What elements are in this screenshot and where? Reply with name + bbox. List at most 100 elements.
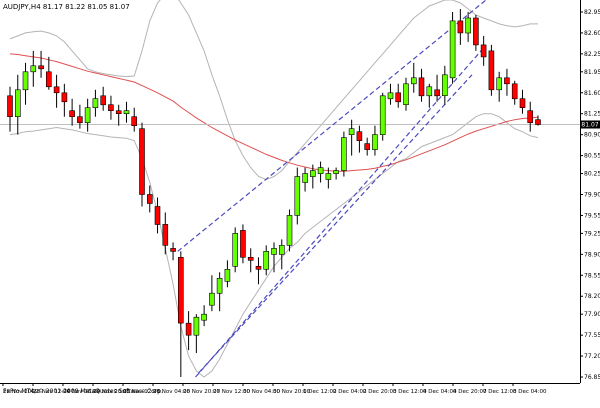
candle-body: [395, 92, 402, 103]
current-price-label: 81.07: [581, 122, 598, 129]
candle: [263, 245, 270, 276]
candle: [341, 131, 347, 177]
candle-body: [441, 74, 448, 97]
candle-body: [535, 119, 541, 125]
candle-body: [22, 71, 29, 91]
candle: [325, 167, 332, 189]
candle: [271, 242, 277, 273]
candle: [364, 137, 371, 156]
candle-body: [309, 170, 316, 177]
candle: [84, 98, 91, 132]
y-tick-label: 80.90: [584, 132, 600, 139]
candle-body: [224, 268, 231, 282]
candle-body: [247, 256, 254, 261]
candle: [15, 74, 21, 135]
candle: [333, 167, 339, 180]
x-tick-label: 24 Nov 20:00: [93, 389, 131, 395]
candle: [115, 104, 122, 126]
candle-body: [286, 215, 293, 246]
x-tick-label: 26 Nov 04:00: [153, 389, 191, 395]
candle-body: [162, 224, 169, 246]
candle: [108, 95, 114, 120]
bollinger-bands: [9, 0, 539, 378]
candle: [278, 239, 285, 270]
candle: [465, 11, 471, 42]
channel-line-1: [177, 0, 487, 252]
candle: [504, 68, 510, 96]
candle: [309, 164, 316, 189]
candle-body: [294, 176, 301, 216]
candle-body: [61, 92, 68, 103]
x-tick-label: 26 Nov 20:00: [183, 389, 221, 395]
candle: [193, 314, 200, 354]
candle: [7, 86, 13, 132]
candle-body: [325, 173, 332, 180]
x-tick-label: 24 Nov 08:00: [63, 389, 101, 395]
candle: [22, 62, 29, 105]
y-tick-label: 82.60: [584, 30, 600, 37]
candle: [372, 125, 378, 156]
y-tick-label: 80.25: [584, 171, 600, 178]
y-tick-label: 77.90: [584, 311, 600, 318]
candle: [77, 104, 83, 129]
candle: [519, 89, 526, 114]
candle: [170, 242, 176, 261]
candle: [185, 311, 192, 351]
candle: [53, 74, 60, 108]
y-tick-label: 78.90: [584, 251, 600, 258]
candle: [147, 185, 153, 213]
x-tick-label: 23 Nov 12:00: [33, 389, 71, 395]
y-axis-ticks: 82.95 82.60 82.25 81.95 81.60 81.25 80.90 80.55…: [580, 9, 600, 381]
x-tick-label: 4 Dec 04:00: [423, 389, 457, 395]
candle-body: [255, 265, 262, 270]
ma-line: [9, 53, 539, 172]
x-tick-label: 30 Nov 20:00: [273, 389, 311, 395]
candle: [480, 35, 487, 66]
candle: [403, 77, 409, 111]
y-tick-label: 79.90: [584, 192, 600, 199]
candle-body: [372, 134, 378, 150]
candle-body: [488, 50, 495, 91]
candle: [216, 272, 223, 312]
candle: [511, 80, 518, 105]
candle: [387, 83, 394, 105]
candle-body: [302, 173, 308, 183]
candle: [69, 98, 75, 126]
x-tick-label: 2 Dec 20:00: [363, 389, 397, 395]
candle-body: [139, 128, 145, 195]
candle: [488, 44, 495, 96]
candle-body: [154, 206, 161, 225]
candle-body: [123, 110, 130, 114]
candle-body: [131, 116, 137, 126]
candle: [395, 83, 402, 108]
candle-body: [53, 86, 60, 94]
y-tick-label: 79.25: [584, 230, 600, 237]
x-tick-label: 3 Dec 12:00: [393, 389, 427, 395]
x-tick-label: 30 Nov 04:00: [243, 389, 281, 395]
y-tick-label: 81.60: [584, 90, 600, 97]
candle: [240, 224, 246, 264]
candle-body: [193, 316, 200, 336]
x-tick-label: 20 Nov 2009: [3, 389, 39, 395]
candle: [255, 257, 262, 285]
candle: [457, 8, 464, 45]
channel-line-2: [198, 74, 473, 374]
candle: [45, 56, 52, 90]
candle-body: [77, 116, 83, 123]
candle-body: [341, 137, 347, 171]
x-tick-label: 25 Nov 12:00: [123, 389, 161, 395]
candle: [348, 119, 355, 156]
candle-body: [333, 170, 339, 174]
candle-body: [527, 110, 534, 123]
candle-body: [403, 83, 409, 106]
candle-body: [15, 89, 21, 118]
candle: [449, 11, 456, 84]
candle: [426, 83, 433, 108]
candle: [154, 197, 161, 234]
y-tick-label: 76.85: [584, 374, 600, 381]
candle-body: [7, 95, 13, 118]
candle-body: [84, 107, 91, 123]
candle-body: [170, 248, 176, 252]
candle-body: [38, 65, 44, 70]
candle-body: [364, 143, 371, 150]
